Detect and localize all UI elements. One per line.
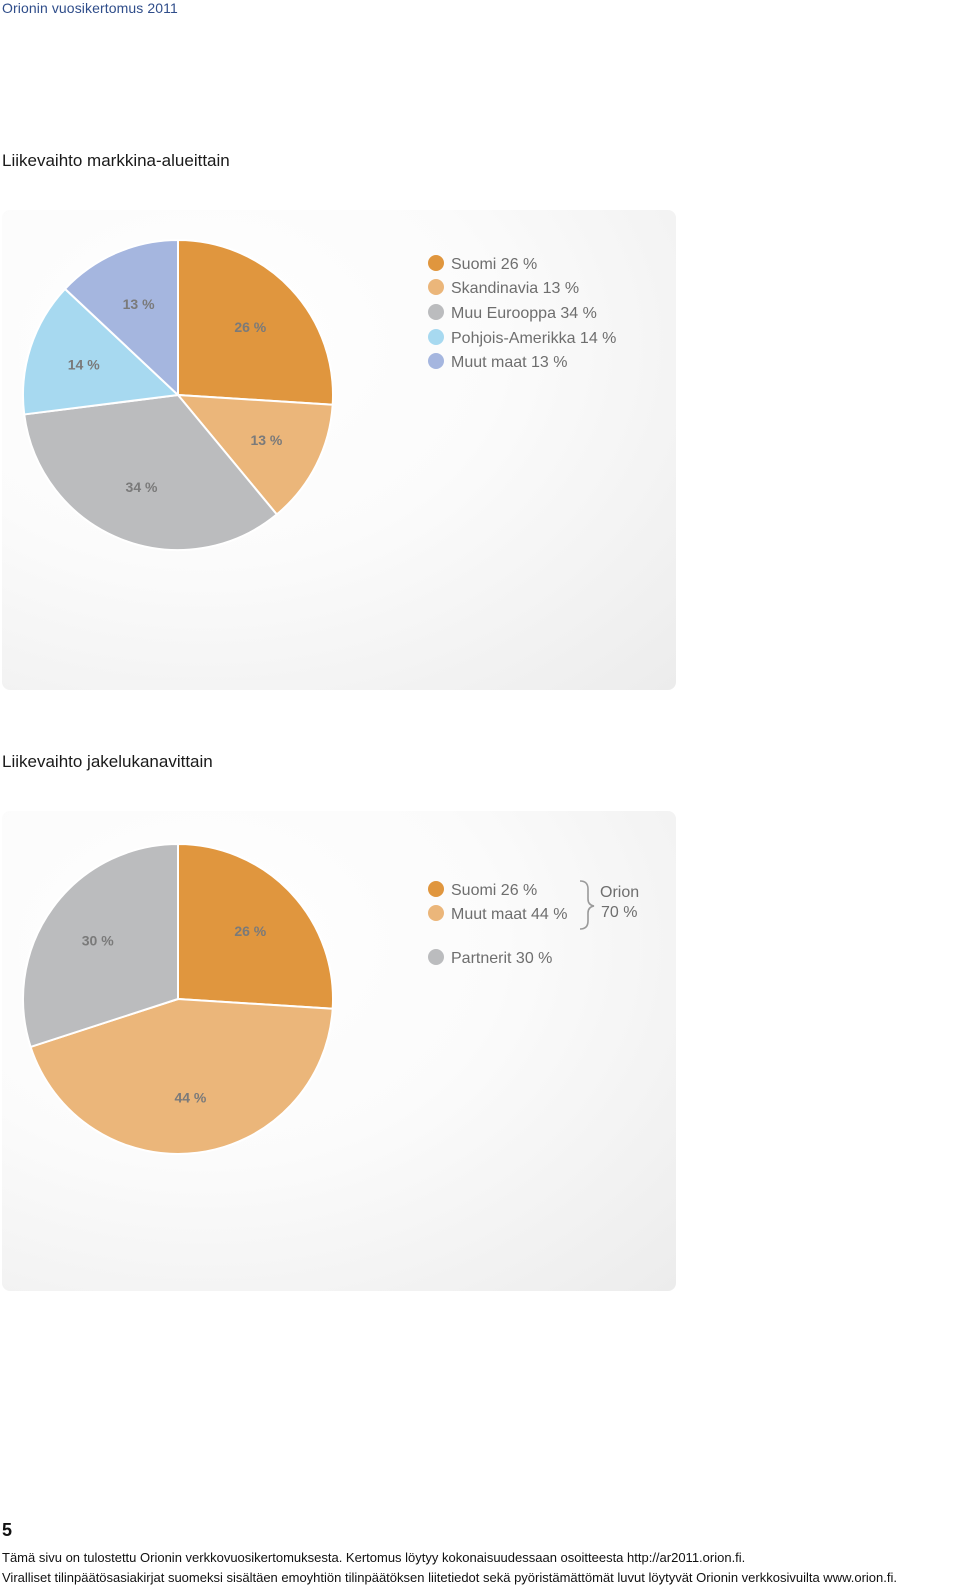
pie-slice-suomi: [177, 842, 334, 1010]
legend-marker-suomi: [428, 881, 444, 897]
chart-1-title: Liikevaihto markkina-alueittain: [2, 151, 230, 170]
pie-slice-partnerit: [22, 842, 179, 1049]
slice-label-suomi: 26 %: [234, 319, 266, 335]
document-header: Orionin vuosikertomus 2011: [2, 0, 178, 16]
legend-marker-muut-maat: [428, 905, 444, 921]
slice-label-muut-maat: 44 %: [174, 1089, 206, 1105]
slice-label-muut-maat: 13 %: [123, 296, 155, 312]
footer-print-note: Tämä sivu on tulostettu Orionin verkkovu…: [2, 1550, 746, 1565]
chart-2-panel: 26 % 44 % 30 % Suomi 26 % Muut maat 44 % Part…: [2, 811, 676, 1291]
slice-label-partnerit: 30 %: [82, 933, 114, 949]
legend-item-partnerit: Partnerit 30 %: [451, 950, 552, 967]
legend-item-suomi: Suomi 26 %: [451, 882, 537, 899]
slice-label-suomi: 26 %: [234, 923, 266, 939]
legend-marker-suomi: [428, 255, 444, 271]
group-label-value: 70 %: [601, 904, 637, 921]
page-number: 5: [2, 1520, 13, 1540]
pie-slice-muut-maat: [63, 238, 179, 398]
pie-slice-pohjois-amerikka: [21, 287, 181, 416]
pie-slice-suomi: [177, 238, 334, 406]
pie-slice-muu-eurooppa: [23, 393, 279, 551]
pie-chart-distribution-channels: 26 % 44 % 30 % Suomi 26 % Muut maat 44 % Part…: [22, 842, 639, 1155]
legend-item-skandinavia: Skandinavia 13 %: [451, 280, 579, 297]
pie-slice-muut-maat: [29, 997, 334, 1155]
legend-item-muut-maat: Muut maat 13 %: [451, 354, 568, 371]
legend-item-muu-eurooppa: Muu Eurooppa 34 %: [451, 305, 597, 322]
legend-marker-muu-eurooppa: [428, 304, 444, 320]
legend-marker-skandinavia: [428, 279, 444, 295]
group-label-name: Orion: [600, 884, 639, 901]
pie-chart-market-areas: 26 % 13 % 34 % 14 % 13 % Suomi 26 % Skandinavi…: [21, 238, 616, 551]
chart-2-title: Liikevaihto jakelukanavittain: [2, 752, 213, 771]
slice-label-muu-eurooppa: 34 %: [126, 479, 158, 495]
legend-marker-pohjois-amerikka: [428, 329, 444, 345]
legend-item-muut-maat: Muut maat 44 %: [451, 906, 568, 923]
legend-marker-muut-maat: [428, 353, 444, 369]
footer-official-docs-note: Viralliset tilinpäätösasiakirjat suomeks…: [2, 1570, 897, 1585]
legend-marker-partnerit: [428, 949, 444, 965]
legend-item-pohjois-amerikka: Pohjois-Amerikka 14 %: [451, 330, 616, 347]
slice-label-pohjois-amerikka: 14 %: [68, 356, 100, 372]
pie-slice-skandinavia: [175, 393, 334, 516]
group-bracket: [579, 880, 595, 930]
slice-label-skandinavia: 13 %: [250, 432, 282, 448]
legend-item-suomi: Suomi 26 %: [451, 256, 537, 273]
chart-1-panel: 26 % 13 % 34 % 14 % 13 % Suomi 26 % Skandinavi…: [2, 210, 676, 690]
